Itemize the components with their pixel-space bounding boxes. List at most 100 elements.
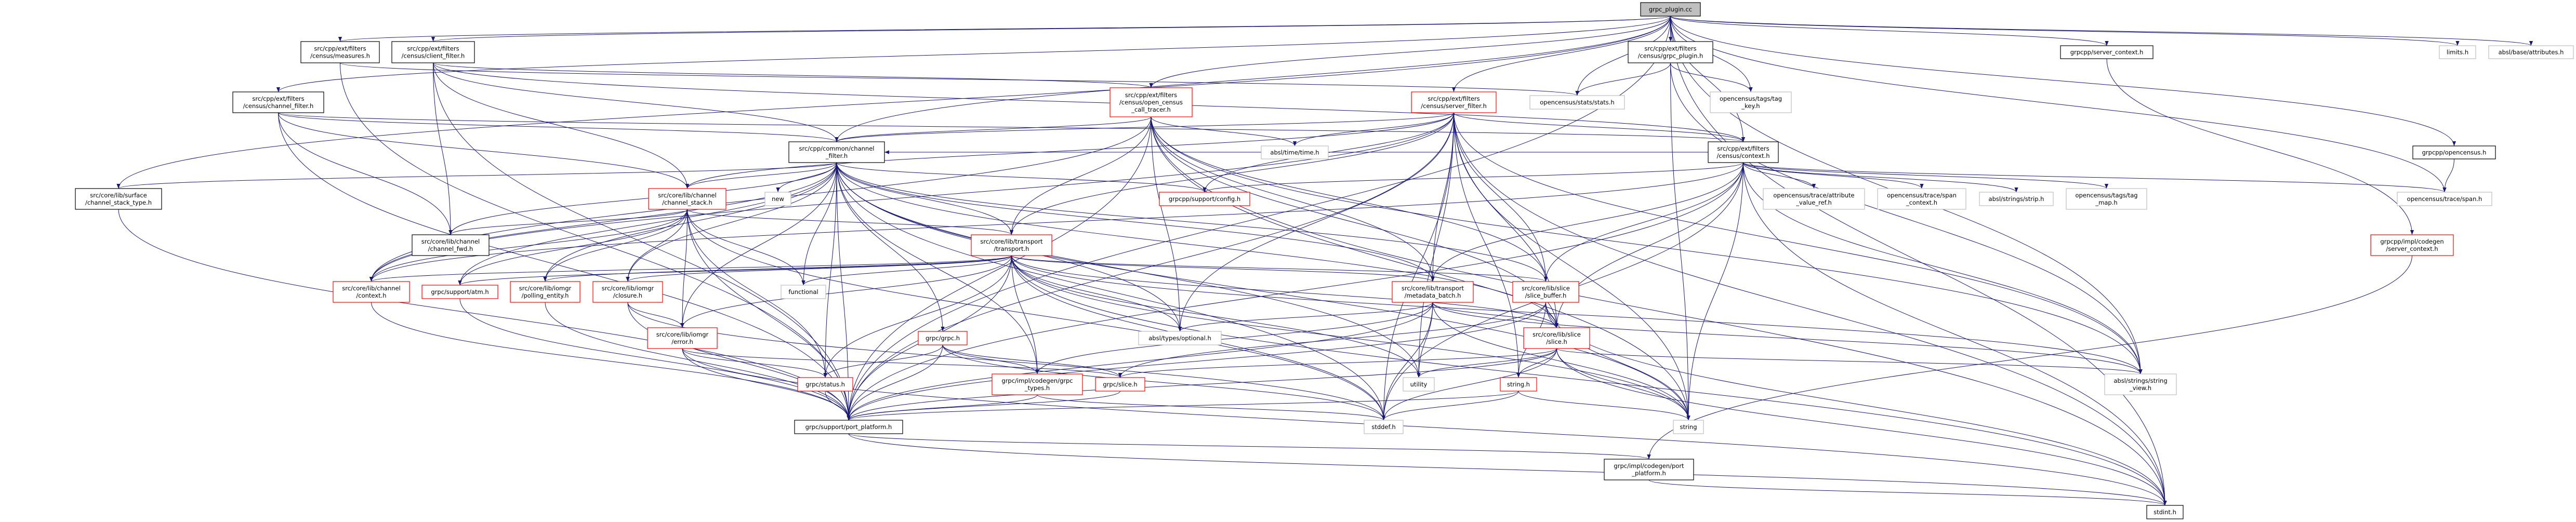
node-box <box>992 373 1083 395</box>
node-string-view[interactable]: absl/strings/string_view.h <box>2104 373 2177 395</box>
node-measures[interactable]: src/cpp/ext/filters/census/measures.h <box>300 41 380 63</box>
node-census-channel-filter[interactable]: src/cpp/ext/filters/census/channel_filte… <box>232 91 324 113</box>
node-common-channel-filter[interactable]: src/cpp/common/channel_filter.h <box>788 141 885 163</box>
node-label: /channel_fwd.h <box>428 245 473 252</box>
node-metadata-batch[interactable]: src/core/lib/transport/metadata_batch.h <box>1392 281 1474 303</box>
node-tag-map[interactable]: opencensus/tags/tag_map.h <box>2066 188 2147 210</box>
edge-root-to-limits <box>1670 16 2460 46</box>
edge-root-to-context <box>1670 16 1746 142</box>
node-label: grpc/impl/codegen/grpc <box>1001 377 1073 384</box>
node-open-census-call-tracer[interactable]: src/cpp/ext/filters/census/open_census_c… <box>1109 87 1193 117</box>
node-box <box>1411 91 1497 113</box>
node-status[interactable]: grpc/status.h <box>797 377 853 392</box>
node-label: src/core/lib/iomgr <box>656 331 709 338</box>
node-label: /slice_buffer.h <box>1525 292 1567 299</box>
node-client-filter[interactable]: src/cpp/ext/filters/census/client_filter… <box>391 41 475 63</box>
edge-transport-to-error <box>680 255 1012 328</box>
edge-root-to-attributes <box>1670 16 2533 46</box>
node-codegen-port-platform[interactable]: grpc/impl/codegen/port_platform.h <box>1604 459 1694 480</box>
node-opencensus[interactable]: grpcpp/opencensus.h <box>2412 145 2496 159</box>
edge-metadata-batch-to-port-platform <box>847 302 1433 421</box>
node-label: /polling_entity.h <box>522 292 569 299</box>
node-label: functional <box>788 288 818 296</box>
node-string[interactable]: string <box>1673 420 1704 434</box>
node-codegen-server-context[interactable]: grpcpp/impl/codegen/server_context.h <box>2370 234 2454 256</box>
node-grpc-types[interactable]: grpc/impl/codegen/grpc_types.h <box>992 373 1083 395</box>
node-attribute-value-ref[interactable]: opencensus/trace/attribute_value_ref.h <box>1763 188 1865 210</box>
node-channel-stack-type[interactable]: src/core/lib/surface/channel_stack_type.… <box>75 188 162 210</box>
node-server-filter[interactable]: src/cpp/ext/filters/census/server_filter… <box>1411 91 1497 113</box>
edge-census-channel-filter-to-port-platform <box>278 112 851 421</box>
edge-closure-to-error <box>627 302 684 328</box>
node-label: /census/client_filter.h <box>402 52 465 60</box>
edge-core-slice-to-port-platform <box>847 348 1557 421</box>
node-label: /closure.h <box>613 292 642 299</box>
node-functional[interactable]: functional <box>781 285 826 299</box>
node-channel-fwd[interactable]: src/core/lib/channel/channel_fwd.h <box>412 234 490 256</box>
node-optional[interactable]: absl/types/optional.h <box>1138 331 1222 345</box>
node-stddef[interactable]: stddef.h <box>1364 420 1404 434</box>
node-label: _call_tracer.h <box>1131 106 1171 113</box>
node-string-h[interactable]: string.h <box>1500 377 1537 392</box>
edge-context-to-core-slice <box>1554 162 1743 328</box>
node-limits[interactable]: limits.h <box>2439 45 2476 59</box>
node-label: grpc/slice.h <box>1103 381 1137 388</box>
node-tag-key[interactable]: opencensus/tags/tag_key.h <box>1710 91 1792 113</box>
node-label: /census/open_census <box>1119 99 1183 106</box>
edge-common-channel-filter-to-new <box>776 162 837 193</box>
edge-common-channel-filter-to-channel-context <box>369 162 837 282</box>
node-context[interactable]: src/cpp/ext/filters/census/context.h <box>1708 141 1779 163</box>
node-new[interactable]: new <box>764 192 791 206</box>
node-label: _platform.h <box>1631 470 1666 477</box>
edge-root-to-client-filter <box>431 16 1671 42</box>
node-time[interactable]: absl/time/time.h <box>1261 145 1329 159</box>
edge-transport-to-optional <box>1011 255 1182 332</box>
edge-core-slice-to-utility <box>1417 348 1557 378</box>
edge-transport-to-core-slice <box>1011 255 1558 328</box>
edge-server-filter-to-string-view <box>1454 112 2143 374</box>
nodes-layer: grpc_plugin.cc src/cpp/ext/filters/census… <box>75 2 2574 519</box>
node-span-context[interactable]: opencensus/trace/span_context.h <box>1877 188 1966 210</box>
node-port-platform[interactable]: grpc/support/port_platform.h <box>794 420 903 434</box>
node-channel-context[interactable]: src/core/lib/channel/context.h <box>333 281 410 303</box>
node-box <box>592 281 663 303</box>
node-stdint[interactable]: stdint.h <box>2146 505 2184 519</box>
node-grpc-slice[interactable]: grpc/slice.h <box>1095 377 1145 392</box>
node-polling-entity[interactable]: src/core/lib/iomgr/polling_entity.h <box>510 281 580 303</box>
node-channel-stack[interactable]: src/core/lib/channel/channel_stack.h <box>648 188 726 210</box>
node-config[interactable]: grpcpp/support/config.h <box>1159 192 1250 206</box>
node-slice-buffer[interactable]: src/core/lib/slice/slice_buffer.h <box>1512 281 1579 303</box>
edge-common-channel-filter-to-port-platform <box>836 162 851 421</box>
node-box <box>2397 192 2492 206</box>
node-box <box>75 188 162 210</box>
node-box <box>2146 505 2184 519</box>
node-grpc-plugin-h[interactable]: src/cpp/ext/filters/census/grpc_plugin.h <box>1628 41 1713 63</box>
edge-context-to-slice-buffer <box>1543 162 1743 282</box>
node-grpc-h[interactable]: grpc/grpc.h <box>918 331 968 345</box>
node-stats[interactable]: opencensus/stats/stats.h <box>1529 95 1625 110</box>
edge-common-channel-filter-to-functional <box>801 162 837 286</box>
node-label: src/cpp/ext/filters <box>252 95 304 102</box>
node-core-slice[interactable]: src/core/lib/slice/slice.h <box>1523 327 1590 349</box>
node-error[interactable]: src/core/lib/iomgr/error.h <box>647 327 718 349</box>
node-strip[interactable]: absl/strings/strip.h <box>1979 192 2054 206</box>
edge-server-filter-to-optional <box>1178 112 1454 332</box>
edge-context-to-tag-map <box>1743 162 2108 189</box>
node-label: src/cpp/ext/filters <box>1644 45 1696 52</box>
node-span[interactable]: opencensus/trace/span.h <box>2397 192 2492 206</box>
node-label: src/cpp/ext/filters <box>1125 91 1177 99</box>
node-box <box>781 285 826 299</box>
node-closure[interactable]: src/core/lib/iomgr/closure.h <box>592 281 663 303</box>
node-transport[interactable]: src/core/lib/transport/transport.h <box>971 234 1052 256</box>
node-root[interactable]: grpc_plugin.cc <box>1640 2 1701 17</box>
node-label: grpc/status.h <box>805 381 845 388</box>
node-server-context[interactable]: grpcpp/server_context.h <box>2060 45 2154 59</box>
edge-context-to-span <box>1743 162 2447 193</box>
node-utility[interactable]: utility <box>1403 377 1435 392</box>
node-box <box>918 331 968 345</box>
edge-client-filter-to-channel-stack <box>433 62 690 189</box>
node-attributes[interactable]: absl/base/attributes.h <box>2488 45 2574 59</box>
node-atm[interactable]: grpc/support/atm.h <box>421 285 498 299</box>
edge-root-to-census-channel-filter <box>276 16 1671 92</box>
